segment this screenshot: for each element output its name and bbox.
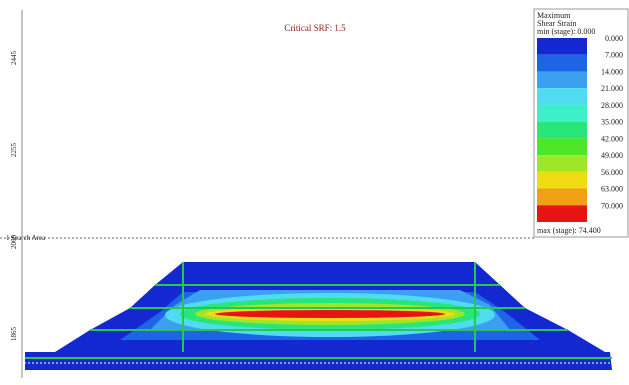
legend-swatch — [537, 155, 587, 172]
legend-swatch — [537, 54, 587, 72]
y-label: 1865 — [10, 327, 18, 342]
legend-label: 35.000 — [601, 118, 623, 127]
legend-swatch — [537, 121, 587, 139]
legend-swatch — [537, 188, 587, 206]
legend-label: 21.000 — [601, 84, 623, 93]
legend-label: 42.000 — [601, 134, 623, 143]
legend-heading: Maximum — [537, 11, 571, 20]
legend-label: 70.000 — [601, 201, 623, 210]
search-area: 1 Search Area — [6, 234, 46, 242]
foundation — [25, 352, 612, 370]
legend-label: 28.000 — [601, 101, 623, 110]
legend-heading: Shear Strain — [537, 19, 576, 28]
y-label: 2445 — [10, 51, 18, 66]
legend-swatch — [537, 171, 587, 189]
legend-label: 63.000 — [601, 185, 623, 194]
legend-swatch — [537, 138, 587, 156]
model — [0, 262, 629, 370]
legend-swatch — [537, 205, 587, 222]
legend-swatch — [537, 104, 587, 122]
legend-swatch — [537, 88, 587, 105]
y-label: 2065 — [10, 235, 18, 250]
legend-max: max (stage): 74.400 — [537, 226, 601, 235]
legend-label: 56.000 — [601, 168, 623, 177]
legend-swatch — [537, 38, 587, 55]
title: Critical SRF: 1.5 — [284, 23, 346, 33]
contour — [215, 310, 445, 318]
structure-lines — [25, 262, 612, 359]
legend-label: 7.000 — [605, 51, 623, 60]
y-label: 2255 — [10, 143, 18, 158]
legend-items: 0.000 7.000 14.000 21.000 28.000 35.000 42.000… — [537, 34, 623, 222]
legend-label: 49.000 — [601, 151, 623, 160]
legend-label: 0.000 — [605, 34, 623, 43]
legend-label: 14.000 — [601, 67, 623, 76]
y-labels: 2445 2255 2065 1865 — [10, 51, 18, 342]
legend-swatch — [537, 71, 587, 89]
legend-min: min (stage): 0.000 — [537, 27, 595, 36]
